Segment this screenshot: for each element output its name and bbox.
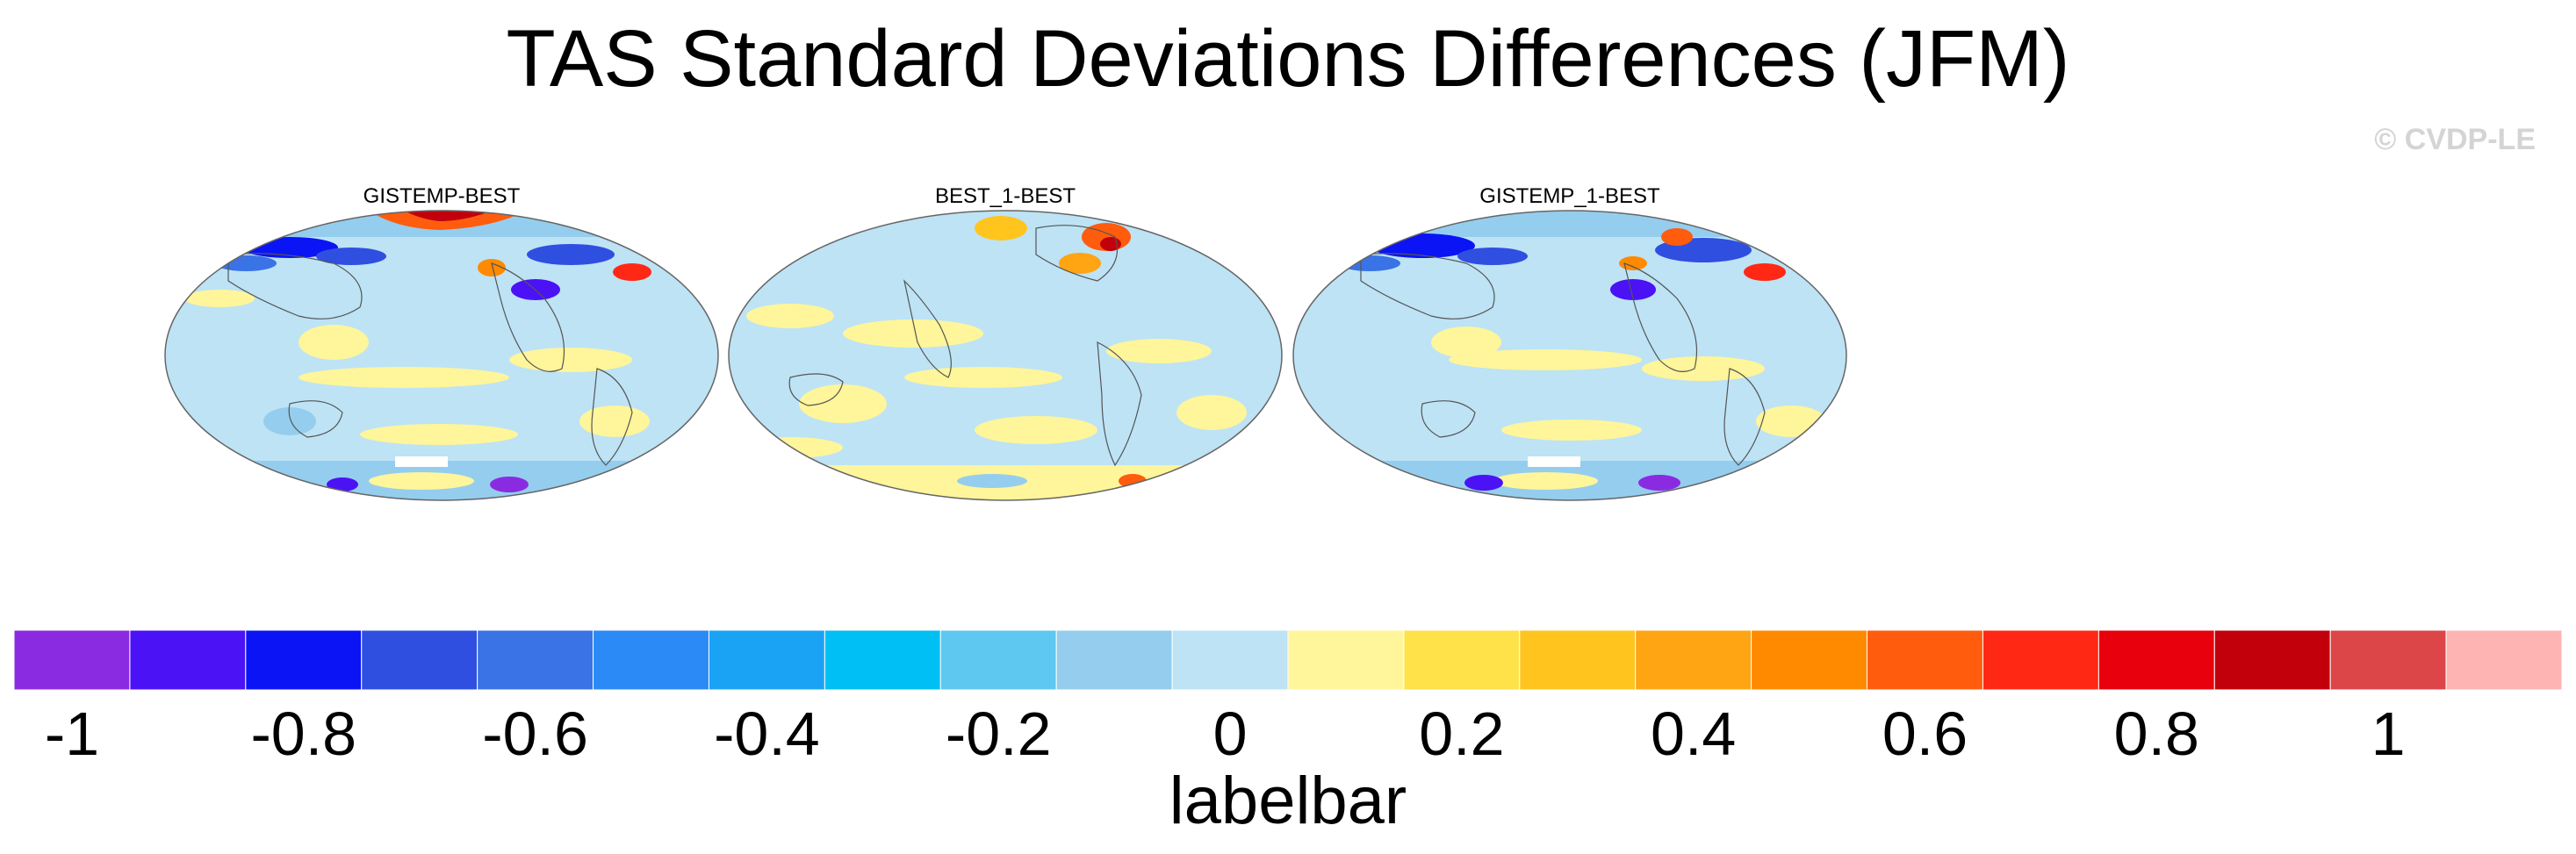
labelbar-box xyxy=(477,629,594,691)
labelbar-box xyxy=(1867,629,1983,691)
labelbar-tick-label: -0.2 xyxy=(946,700,1052,764)
panel-title-gistemp1-best: GISTEMP_1-BEST xyxy=(1479,184,1660,208)
labelbar-box xyxy=(129,629,247,691)
map-panel-gistemp1-best xyxy=(1293,211,1846,500)
labelbar-tick-label: 0.8 xyxy=(2114,700,2199,764)
labelbar-tick-label: 0.4 xyxy=(1651,700,1736,764)
map-border-3 xyxy=(1292,210,1847,501)
map-border-1 xyxy=(164,210,719,501)
labelbar-box xyxy=(245,629,363,691)
labelbar-tick-labels: -1 -0.8 -0.6 -0.4 -0.2 0 0.2 0.4 0.6 0.8 1 xyxy=(45,700,2406,764)
labelbar-tick-label: 1 xyxy=(2371,700,2406,764)
panel-title-best1-best: BEST_1-BEST xyxy=(934,184,1076,208)
labelbar-tick-label: 0 xyxy=(1213,700,1248,764)
labelbar-boxes xyxy=(13,629,2563,691)
map-panel-best1-best xyxy=(729,211,1282,500)
labelbar-box xyxy=(1635,629,1752,691)
labelbar-box xyxy=(2213,629,2331,691)
labelbar-tick-label: 0.6 xyxy=(1882,700,1968,764)
map-border-2 xyxy=(728,210,1283,501)
labelbar-box xyxy=(1055,629,1173,691)
labelbar: -1 -0.8 -0.6 -0.4 -0.2 0 0.2 0.4 0.6 0.8 1 xyxy=(13,629,2563,764)
labelbar-box xyxy=(939,629,1057,691)
labelbar-box xyxy=(708,629,825,691)
labelbar-tick-label: 0.2 xyxy=(1419,700,1504,764)
labelbar-box xyxy=(1982,629,2099,691)
labelbar-box xyxy=(361,629,479,691)
panel-title-gistemp-best: GISTEMP-BEST xyxy=(363,184,521,208)
labelbar-box xyxy=(1171,629,1289,691)
figure-title: TAS Standard Deviations Differences (JFM… xyxy=(506,14,2070,104)
map-panel-gistemp-best xyxy=(165,211,718,500)
labelbar-tick-label: -1 xyxy=(45,700,99,764)
labelbar-tick-label: -0.6 xyxy=(482,700,588,764)
labelbar-tick-label: -0.4 xyxy=(714,700,820,764)
map-panels xyxy=(164,210,1847,501)
labelbar-box xyxy=(824,629,941,691)
labelbar-box xyxy=(2329,629,2447,691)
labelbar-box xyxy=(1519,629,1637,691)
labelbar-box xyxy=(1751,629,1868,691)
labelbar-box xyxy=(2445,629,2563,691)
labelbar-box xyxy=(1287,629,1405,691)
labelbar-box xyxy=(1403,629,1521,691)
watermark: © CVDP-LE xyxy=(2374,123,2536,156)
labelbar-box xyxy=(2097,629,2215,691)
labelbar-title: labelbar xyxy=(1169,764,1407,838)
labelbar-box xyxy=(593,629,709,691)
labelbar-box xyxy=(13,629,131,691)
labelbar-tick-label: -0.8 xyxy=(250,700,356,764)
